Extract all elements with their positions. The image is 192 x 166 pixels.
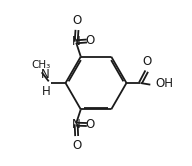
Text: O: O <box>72 139 81 152</box>
Text: N: N <box>71 35 80 48</box>
Text: N: N <box>41 68 50 81</box>
Text: OH: OH <box>155 77 173 90</box>
Text: H: H <box>42 85 51 98</box>
Text: O: O <box>72 14 82 27</box>
Text: N: N <box>71 118 80 131</box>
Text: O: O <box>85 35 94 47</box>
Text: O: O <box>85 118 94 131</box>
Text: CH₃: CH₃ <box>31 60 50 70</box>
Text: O: O <box>142 55 151 68</box>
